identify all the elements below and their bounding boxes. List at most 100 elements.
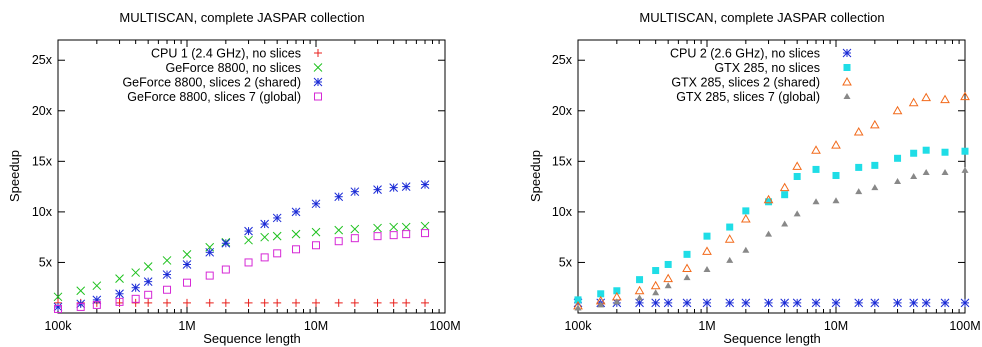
- left-legend-marker-1: [314, 49, 322, 57]
- left-plot-area-frame: [57, 39, 446, 314]
- right-series-2-point: [871, 161, 879, 169]
- right-x-tick-label: 100k: [564, 319, 592, 333]
- right-series-3-point: [892, 105, 903, 115]
- right-series-4-point: [742, 246, 750, 253]
- left-series-1-point: [244, 298, 253, 307]
- left-series-2-point: [291, 229, 301, 239]
- right-series-2-point: [793, 173, 801, 180]
- left-series-2-point: [182, 250, 192, 259]
- right-series-3-point: [792, 161, 803, 170]
- left-series-4-point: [144, 290, 153, 299]
- right-series-4-point: [941, 168, 949, 175]
- left-series-3-point: [162, 270, 172, 279]
- left-legend-marker-2: [313, 63, 323, 72]
- right-plot-area-frame: [577, 39, 966, 314]
- left-series-4-point: [131, 294, 140, 303]
- left-series-2-point: [115, 274, 124, 283]
- right-series-1-point: [792, 298, 802, 308]
- right-series-2-point: [832, 171, 840, 179]
- left-series-3-point: [311, 199, 321, 209]
- left-series-2-point: [76, 286, 86, 296]
- left-series-2-point: [53, 292, 63, 302]
- left-series-1-point: [144, 298, 153, 307]
- right-series-2-point: [664, 260, 672, 268]
- left-legend-label-3: GeForce 8800, slices 2 (shared): [122, 76, 301, 90]
- right-series-4-point: [832, 197, 840, 204]
- right-series-1-point: [702, 298, 712, 308]
- left-series-1-point: [221, 298, 230, 307]
- left-series-4-point: [334, 237, 343, 246]
- left-series-2-point: [131, 268, 141, 277]
- right-series-2-point: [961, 147, 969, 155]
- left-series-1-point: [260, 298, 269, 307]
- right-series-4-point: [636, 294, 644, 301]
- right-series-2-point: [742, 207, 750, 215]
- right-series-2-point: [765, 198, 773, 206]
- left-y-axis-label: Speedup: [7, 150, 22, 202]
- right-series-2-point: [812, 165, 820, 173]
- left-series-1-point: [373, 298, 382, 307]
- right-series-1-point: [960, 298, 970, 308]
- left-series-2-point: [389, 222, 399, 232]
- right-series-1-point: [811, 298, 821, 308]
- right-series-2-point: [574, 296, 582, 304]
- right-series-3-point: [763, 194, 774, 204]
- right-series-2-point: [941, 148, 949, 156]
- left-series-1-point: [163, 298, 172, 307]
- left-x-axis-label: Sequence length: [203, 331, 301, 346]
- left-series-4-point: [373, 232, 382, 241]
- left-series-1-point: [312, 298, 320, 307]
- left-series-2-point: [420, 221, 430, 231]
- left-series-3-point: [143, 277, 153, 287]
- right-series-3-point: [960, 91, 970, 101]
- right-y-tick-label: 20x: [552, 104, 573, 118]
- right-series-2-point: [894, 154, 902, 162]
- right-series-2-point: [703, 232, 711, 240]
- right-series-4-point: [765, 230, 773, 237]
- right-y-tick-label: 25x: [552, 53, 573, 67]
- left-series-4-point: [260, 253, 269, 262]
- right-series-4-point: [793, 210, 801, 217]
- left-series-3-point: [244, 226, 253, 236]
- left-series-4-point: [350, 234, 359, 243]
- left-series-1-point: [273, 298, 282, 307]
- left-series-2-point: [311, 227, 321, 237]
- left-series-2-point: [143, 262, 153, 271]
- right-y-tick-label: 5x: [559, 255, 573, 269]
- left-series-2-point: [162, 256, 172, 265]
- right-series-3-point: [921, 92, 932, 102]
- right-series-3-point: [634, 285, 645, 295]
- right-series-2-point: [597, 290, 605, 298]
- left-series-4-point: [402, 230, 411, 239]
- right-series-4-point: [597, 301, 605, 308]
- left-series-3-point: [115, 289, 124, 299]
- right-series-3-point: [811, 145, 821, 154]
- right-series-2-point: [636, 276, 644, 284]
- right-series-3-point: [702, 246, 712, 255]
- right-series-2-point: [683, 250, 691, 258]
- right-series-4-point: [726, 256, 734, 263]
- right-series-3-point: [682, 263, 692, 273]
- left-series-3-point: [350, 187, 360, 197]
- left-series-1-point: [421, 298, 430, 307]
- right-legend-label-1: CPU 2 (2.6 GHz), no slices: [670, 47, 820, 61]
- left-series-3-point: [260, 219, 270, 229]
- left-series-3-point: [389, 183, 399, 192]
- right-series-1-point: [854, 298, 864, 308]
- left-series-4-point: [163, 285, 172, 294]
- left-series-1-point: [350, 298, 359, 307]
- left-chart-title: MULTISCAN, complete JASPAR collection: [119, 10, 364, 25]
- right-series-1-point: [725, 298, 735, 308]
- left-series-4-point: [312, 241, 320, 250]
- right-series-3-point: [740, 213, 751, 223]
- right-series-1-point: [921, 298, 931, 308]
- left-series-1-point: [131, 298, 140, 307]
- left-series-3-point: [334, 192, 344, 202]
- left-series-4-point: [221, 265, 230, 274]
- right-series-2-point: [922, 146, 930, 154]
- right-series-4-point: [683, 274, 691, 281]
- left-series-1-point: [183, 298, 191, 307]
- left-series-4-point: [183, 278, 191, 287]
- right-legend-marker-1: [842, 48, 852, 58]
- right-series-4-point: [894, 178, 902, 185]
